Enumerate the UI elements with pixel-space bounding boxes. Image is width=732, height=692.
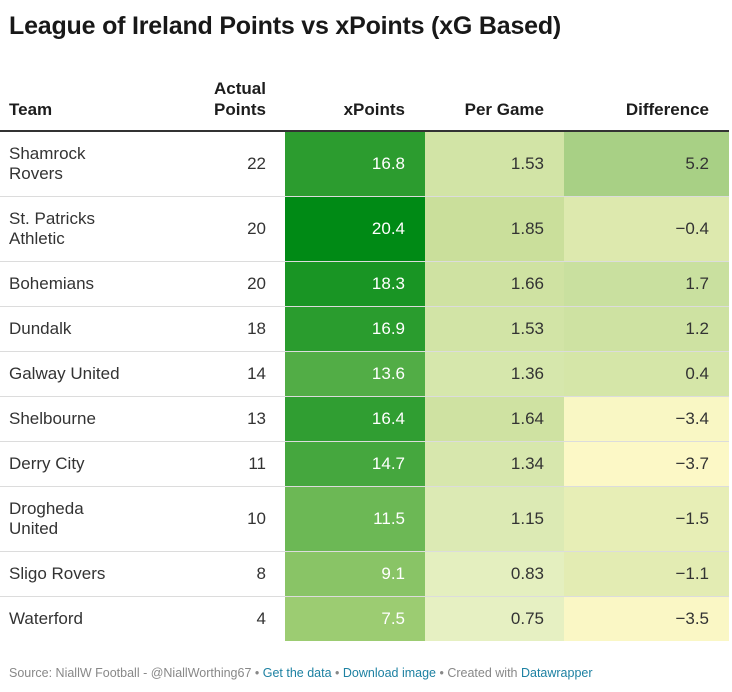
per-game-cell: 1.85 [425, 196, 564, 262]
header-row: Team Actual Points xPoints Per Game Diffe… [0, 74, 729, 132]
xpoints-cell: 16.8 [285, 131, 425, 197]
get-data-link[interactable]: Get the data [262, 666, 332, 680]
table-row: Drogheda United 10 11.5 1.15 −1.5 [0, 486, 729, 552]
footer-separator: • [331, 666, 343, 680]
per-game-cell: 1.64 [425, 396, 564, 442]
table-row: St. Patricks Athletic 20 20.4 1.85 −0.4 [0, 196, 729, 262]
team-name-line2: United [9, 518, 59, 538]
xpoints-cell: 13.6 [285, 351, 425, 397]
team-cell: Shamrock Rovers [0, 131, 198, 197]
xpoints-cell: 7.5 [285, 596, 425, 641]
header-actual-line2: Points [214, 100, 266, 119]
actual-points-cell: 13 [198, 396, 285, 442]
team-name: Waterford [9, 608, 84, 628]
actual-points-cell: 11 [198, 441, 285, 487]
per-game-cell: 1.53 [425, 131, 564, 197]
xpoints-cell: 16.9 [285, 306, 425, 352]
team-name-line2: Rovers [9, 163, 63, 183]
xpoints-cell: 18.3 [285, 261, 425, 307]
actual-points-cell: 4 [256, 608, 266, 628]
table-row: Dundalk 18 16.9 1.53 1.2 [0, 306, 729, 352]
per-game-cell: 1.15 [425, 486, 564, 552]
per-game-cell: 1.36 [425, 351, 564, 397]
difference-cell: −1.5 [564, 486, 729, 552]
download-image-link[interactable]: Download image [342, 666, 436, 680]
footer-separator: • [251, 666, 263, 680]
team-cell: Dundalk [0, 306, 198, 352]
header-team[interactable]: Team [0, 74, 198, 132]
team-name-line2: Athletic [9, 228, 65, 248]
team-cell: Derry City [0, 441, 198, 487]
actual-points-cell: 22 [198, 131, 285, 197]
per-game-cell: 1.66 [425, 261, 564, 307]
difference-cell: 1.7 [564, 261, 729, 307]
chart-title: League of Ireland Points vs xPoints (xG … [9, 12, 562, 40]
difference-cell: −3.4 [564, 396, 729, 442]
xpoints-cell: 20.4 [285, 196, 425, 262]
actual-points-cell: 20 [198, 261, 285, 307]
per-game-cell: 1.53 [425, 306, 564, 352]
team-name: Drogheda [9, 498, 84, 518]
points-table: Team Actual Points xPoints Per Game Diffe… [0, 74, 729, 641]
xpoints-cell: 14.7 [285, 441, 425, 487]
difference-cell: −0.4 [564, 196, 729, 262]
team-name: Shamrock [9, 143, 86, 163]
difference-cell: −3.5 [564, 596, 729, 641]
xpoints-cell: 11.5 [285, 486, 425, 552]
table-body: Shamrock Rovers 22 16.8 1.53 5.2 St. Patricks A… [0, 131, 729, 641]
team-cell: Shelbourne [0, 396, 198, 442]
per-game-cell: 1.34 [425, 441, 564, 487]
footer-source: Source: NiallW Football - @NiallWorthing… [9, 666, 252, 680]
actual-points-cell: 18 [198, 306, 285, 352]
difference-cell: −3.7 [564, 441, 729, 487]
team-name: Galway United [9, 363, 120, 383]
datawrapper-link[interactable]: Datawrapper [520, 666, 593, 680]
table-row: Derry City 11 14.7 1.34 −3.7 [0, 441, 729, 487]
xpoints-cell: 9.1 [285, 551, 425, 597]
team-name: Sligo Rovers [9, 563, 106, 583]
team-cell: Galway United [0, 351, 198, 397]
footer-created-with: • Created with [436, 666, 521, 680]
actual-points-cell: 14 [198, 351, 285, 397]
header-actual-points[interactable]: Actual Points [198, 74, 285, 132]
footer: Source: NiallW Football - @NiallWorthing… [9, 666, 593, 680]
header-actual-line1: Actual [214, 79, 266, 98]
actual-points-cell: 10 [198, 486, 285, 552]
team-name: St. Patricks [9, 208, 95, 228]
header-difference[interactable]: Difference [564, 74, 729, 132]
table-row: Shamrock Rovers 22 16.8 1.53 5.2 [0, 131, 729, 197]
team-cell: St. Patricks Athletic [0, 196, 198, 262]
xpoints-cell: 16.4 [285, 396, 425, 442]
difference-cell: 0.4 [564, 351, 729, 397]
header-per-game[interactable]: Per Game [425, 74, 564, 132]
table-row: Shelbourne 13 16.4 1.64 −3.4 [0, 396, 729, 442]
actual-points-cell: 20 [198, 196, 285, 262]
table-row: Waterford 4 7.5 0.75 −3.5 [0, 596, 729, 641]
team-cell: Sligo Rovers [0, 551, 198, 597]
table-row: Galway United 14 13.6 1.36 0.4 [0, 351, 729, 397]
team-name: Dundalk [9, 318, 72, 338]
per-game-cell: 0.83 [425, 551, 564, 597]
actual-points-cell: 8 [198, 551, 285, 597]
difference-cell: −1.1 [564, 551, 729, 597]
per-game-cell: 0.75 [425, 596, 564, 641]
difference-cell: 1.2 [564, 306, 729, 352]
header-xpoints[interactable]: xPoints [285, 74, 425, 132]
team-cell: Bohemians [0, 261, 198, 307]
team-cell: Drogheda United [0, 486, 198, 552]
team-name: Bohemians [9, 273, 95, 293]
team-name: Derry City [9, 453, 85, 473]
team-cell: Waterford [0, 596, 198, 641]
difference-cell: 5.2 [564, 131, 729, 197]
team-name: Shelbourne [9, 408, 96, 428]
table-row: Bohemians 20 18.3 1.66 1.7 [0, 261, 729, 307]
table-row: Sligo Rovers 8 9.1 0.83 −1.1 [0, 551, 729, 597]
